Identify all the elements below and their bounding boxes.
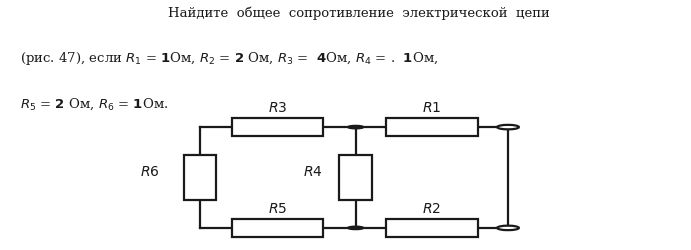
- Text: $R5$: $R5$: [268, 202, 287, 216]
- Circle shape: [498, 226, 519, 230]
- Bar: [232, 118, 323, 136]
- Bar: [386, 219, 477, 237]
- Bar: [339, 155, 372, 200]
- Text: $R2$: $R2$: [422, 202, 442, 216]
- Bar: [386, 118, 477, 136]
- Text: $R3$: $R3$: [268, 101, 287, 115]
- Circle shape: [348, 126, 363, 129]
- Text: $R_5$ = $\mathbf{2}$ Ом, $R_6$ = $\mathbf{1}$Ом.: $R_5$ = $\mathbf{2}$ Ом, $R_6$ = $\mathb…: [21, 97, 169, 112]
- Bar: [232, 219, 323, 237]
- Text: $R1$: $R1$: [422, 101, 442, 115]
- Circle shape: [348, 226, 363, 230]
- Text: (рис. 47), если $R_1$ = $\mathbf{1}$Ом, $R_2$ = $\mathbf{2}$ Ом, $R_3$ =  $\math: (рис. 47), если $R_1$ = $\mathbf{1}$Ом, …: [21, 50, 439, 67]
- Circle shape: [498, 125, 519, 129]
- Bar: [184, 155, 216, 200]
- Text: Найдите  общее  сопротивление  электрической  цепи: Найдите общее сопротивление электрическо…: [168, 7, 550, 20]
- Text: $R6$: $R6$: [140, 165, 160, 179]
- Text: $R4$: $R4$: [303, 165, 323, 179]
